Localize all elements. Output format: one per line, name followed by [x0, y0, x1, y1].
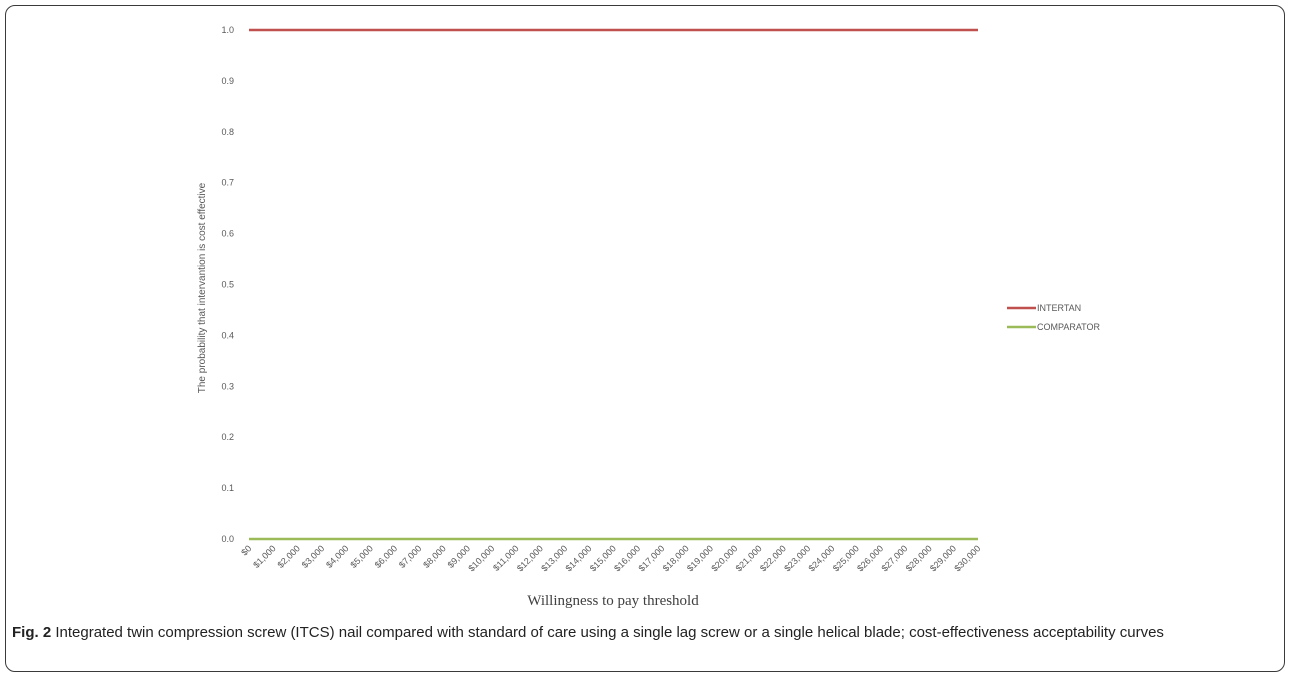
x-tick-label: $1,000 [251, 543, 278, 570]
x-tick-label: $3,000 [300, 543, 327, 570]
y-axis-label: The probability that intervantion is cos… [197, 182, 208, 393]
x-axis-label: Willingness to pay threshold [527, 593, 699, 609]
y-tick-label: 0.4 [221, 330, 234, 340]
legend-label: COMPARATOR [1037, 322, 1101, 332]
x-tick-label: $10,000 [466, 543, 496, 573]
y-tick-label: 0.2 [221, 432, 234, 442]
series-lines [249, 28, 978, 541]
x-tick-label: $30,000 [952, 543, 982, 573]
y-tick-label: 0.9 [221, 76, 234, 86]
x-tick-label: $0 [239, 543, 253, 557]
y-axis-ticks: 0.0 0.1 0.2 0.3 0.4 0.5 0.6 0.7 0.8 0.9 1.0 [221, 25, 234, 544]
x-tick-label: $8,000 [421, 543, 448, 570]
y-tick-label: 1.0 [221, 25, 234, 35]
y-tick-label: 0.8 [221, 127, 234, 137]
y-tick-label: 0.3 [221, 381, 234, 391]
x-tick-label: $4,000 [324, 543, 351, 570]
caption-text: Integrated twin compression screw (ITCS)… [51, 624, 1164, 641]
legend: INTERTAN COMPARATOR [1007, 303, 1101, 332]
legend-label: INTERTAN [1037, 303, 1081, 313]
y-tick-label: 0.6 [221, 229, 234, 239]
chart: 0.0 0.1 0.2 0.3 0.4 0.5 0.6 0.7 0.8 0.9 1.0 $0$1,0… [197, 25, 1101, 609]
y-tick-label: 0.7 [221, 178, 234, 188]
figure-frame [5, 5, 1285, 672]
x-tick-label: $7,000 [397, 543, 424, 570]
caption-label: Fig. 2 [12, 624, 52, 641]
x-tick-label: $6,000 [373, 543, 400, 570]
y-tick-label: 0.5 [221, 280, 234, 290]
y-tick-label: 0.1 [221, 483, 234, 493]
y-tick-label: 0.0 [221, 534, 234, 544]
figure-caption: Fig. 2 Integrated twin compression screw… [12, 622, 1272, 643]
x-tick-label: $5,000 [348, 543, 375, 570]
x-axis-ticks: $0$1,000$2,000$3,000$4,000$5,000$6,000$7… [239, 543, 982, 573]
x-tick-label: $2,000 [275, 543, 302, 570]
